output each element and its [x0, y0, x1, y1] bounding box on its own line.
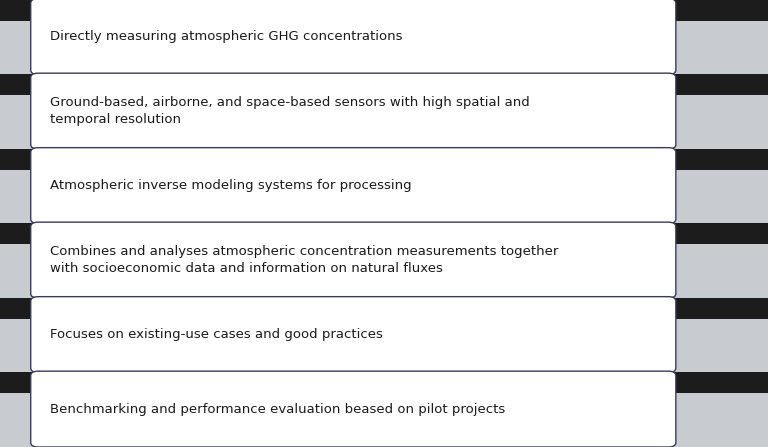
Bar [0, 0, 768, 21]
Bar [0, 95, 768, 149]
Text: Directly measuring atmospheric GHG concentrations: Directly measuring atmospheric GHG conce… [50, 30, 402, 43]
Text: Combines and analyses atmospheric concentration measurements together
with socio: Combines and analyses atmospheric concen… [50, 245, 558, 275]
Bar [0, 75, 768, 95]
Bar [0, 149, 768, 170]
Bar [0, 170, 768, 224]
FancyBboxPatch shape [31, 371, 676, 447]
Text: Focuses on existing-use cases and good practices: Focuses on existing-use cases and good p… [50, 328, 382, 341]
FancyBboxPatch shape [31, 148, 676, 224]
Bar [0, 245, 768, 298]
FancyBboxPatch shape [31, 0, 676, 75]
FancyBboxPatch shape [31, 73, 676, 149]
FancyBboxPatch shape [31, 222, 676, 298]
Text: Atmospheric inverse modeling systems for processing: Atmospheric inverse modeling systems for… [50, 179, 412, 192]
Text: Ground-based, airborne, and space-based sensors with high spatial and
temporal r: Ground-based, airborne, and space-based … [50, 97, 530, 126]
Bar [0, 372, 768, 393]
Bar [0, 319, 768, 372]
Bar [0, 21, 768, 75]
FancyBboxPatch shape [31, 297, 676, 372]
Bar [0, 224, 768, 245]
Bar [0, 393, 768, 447]
Text: Benchmarking and performance evaluation beased on pilot projects: Benchmarking and performance evaluation … [50, 403, 505, 416]
Bar [0, 298, 768, 319]
